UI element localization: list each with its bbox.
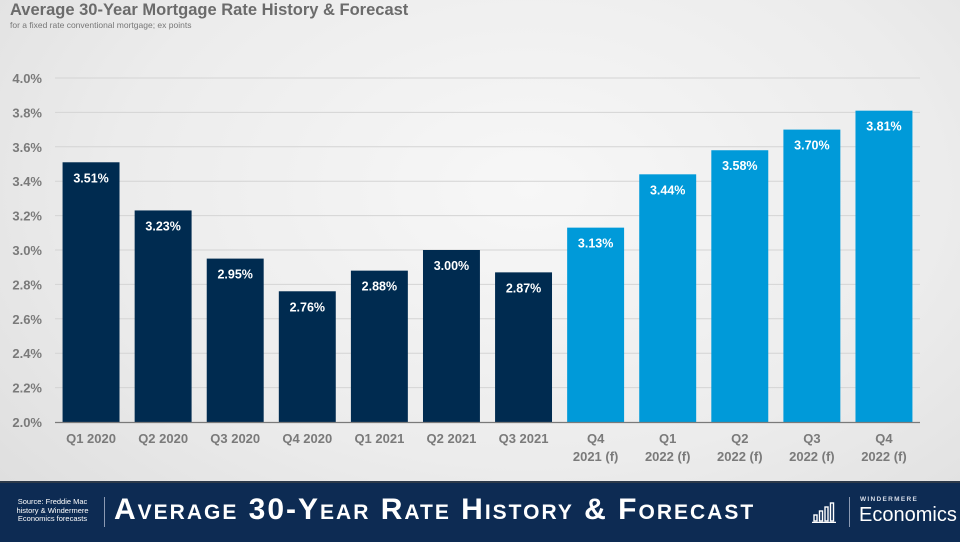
x-tick-label: Q4 2022 (f): [861, 431, 907, 464]
bar-history: [62, 162, 120, 422]
y-tick-label: 2.4%: [12, 346, 42, 361]
x-tick-label: Q3 2021: [499, 431, 549, 446]
y-tick-label: 2.6%: [12, 312, 42, 327]
data-label: 2.88%: [362, 280, 397, 294]
y-tick-label: 3.8%: [12, 105, 42, 120]
data-label: 3.23%: [145, 219, 180, 233]
divider: [104, 497, 105, 527]
bar-history: [350, 270, 408, 422]
data-label: 2.76%: [290, 300, 325, 314]
x-tick-label: Q4 2020: [282, 431, 332, 446]
x-tick-label: Q2 2022 (f): [717, 431, 763, 464]
brand-name: WINDERMERE: [860, 496, 919, 503]
x-tick-label: Q4 2021 (f): [573, 431, 619, 464]
footer-banner: Source: Freddie Mac history & Windermere…: [0, 481, 960, 542]
data-label: 3.81%: [866, 120, 901, 134]
y-tick-label: 4.0%: [12, 71, 42, 86]
y-tick-label: 3.6%: [12, 140, 42, 155]
brand-division: Economics: [859, 504, 957, 526]
x-tick-label: Q3 2020: [210, 431, 260, 446]
data-label: 3.58%: [722, 159, 757, 173]
bar-history: [278, 291, 336, 422]
bar-history: [495, 272, 553, 422]
x-tick-label: Q1 2021: [354, 431, 404, 446]
y-tick-label: 2.0%: [12, 415, 42, 430]
bar-forecast: [783, 129, 841, 422]
data-label: 3.13%: [578, 237, 613, 251]
brand-divider: [849, 497, 850, 527]
x-tick-label: Q1 2022 (f): [645, 431, 691, 464]
x-tick-label: Q2 2021: [427, 431, 477, 446]
chart-subtitle: for a fixed rate conventional mortgage; …: [10, 20, 192, 30]
data-label: 3.51%: [73, 171, 108, 185]
y-tick-label: 2.2%: [12, 381, 42, 396]
bar-chart: 2.0% 2.2% 2.4% 2.6% 2.8% 3.0% 3.2% 3.4% 3.6% 3.8%…: [12, 71, 920, 464]
data-label: 2.95%: [217, 268, 252, 282]
x-tick-label: Q1 2020: [66, 431, 116, 446]
y-tick-label: 3.4%: [12, 174, 42, 189]
source-note: Source: Freddie Mac history & Windermere…: [16, 497, 89, 523]
bar-history: [134, 210, 192, 422]
y-tick-label: 3.0%: [12, 243, 42, 258]
bar-forecast: [639, 174, 697, 422]
bar-forecast: [855, 110, 913, 423]
x-tick-label: Q3 2022 (f): [789, 431, 835, 464]
x-tick-label: Q2 2020: [138, 431, 188, 446]
data-label: 3.44%: [650, 183, 685, 197]
data-label: 3.70%: [794, 139, 829, 153]
bar-forecast: [711, 150, 769, 423]
y-tick-label: 3.2%: [12, 209, 42, 224]
banner-title: Average 30-Year Rate History & Forecast: [114, 493, 756, 526]
bar-chart-icon: [812, 502, 836, 523]
chart-title: Average 30-Year Mortgage Rate History & …: [10, 1, 409, 19]
bar-history: [422, 250, 480, 422]
bar-history: [206, 258, 264, 422]
bar-forecast: [567, 227, 625, 422]
data-label: 2.87%: [506, 281, 541, 295]
y-tick-label: 2.8%: [12, 277, 42, 292]
data-label: 3.00%: [434, 259, 469, 273]
